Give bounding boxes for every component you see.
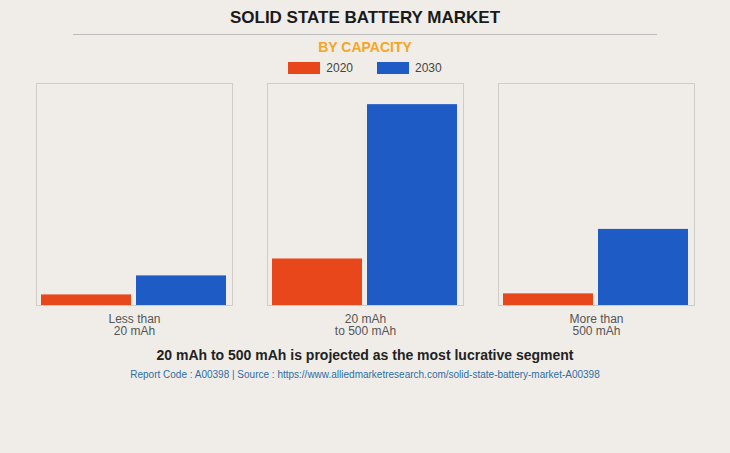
svg-text:More than500 mAh: More than500 mAh [569,312,623,338]
html-text:2020: 2020 [326,61,353,75]
html-text:Report Code : A00398 | Source: Report Code : A00398 | Source : https://… [130,369,600,380]
svg-text:20 mAhto 500 mAh: 20 mAhto 500 mAh [335,312,396,338]
html-text:SOLID STATE BATTERY MARKET: SOLID STATE BATTERY MARKET [229,8,500,27]
html-text:2030: 2030 [415,61,442,75]
html-text:20 mAh to 500 mAh is projected: 20 mAh to 500 mAh is projected as the mo… [156,347,574,363]
svg-text:Less than20 mAh: Less than20 mAh [108,312,160,338]
html-text:BY CAPACITY: BY CAPACITY [318,39,412,55]
